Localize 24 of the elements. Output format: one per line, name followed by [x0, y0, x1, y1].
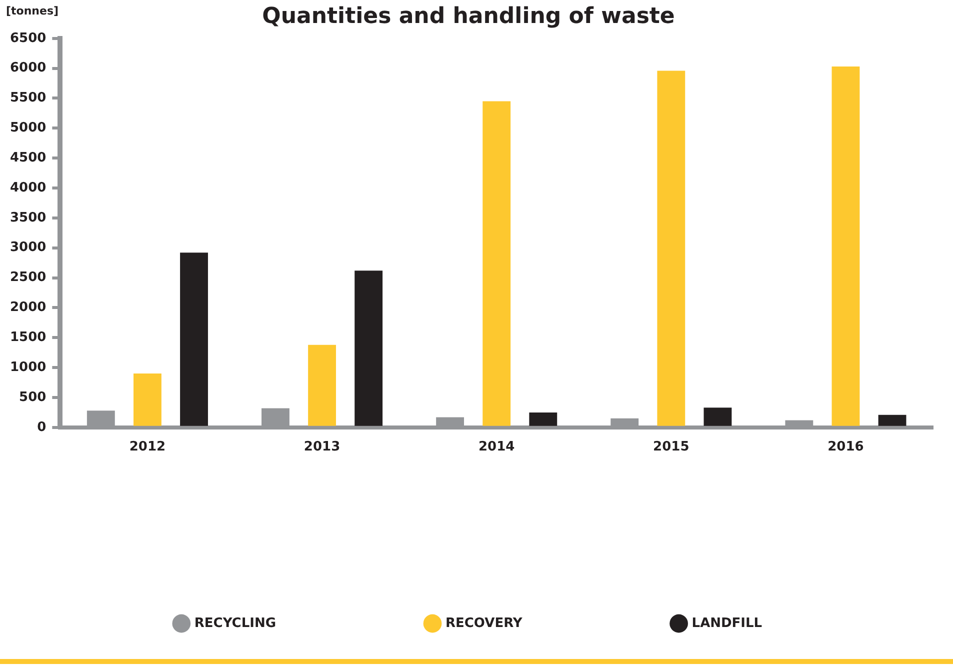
y-tick-label: 4000: [10, 180, 46, 196]
y-axis-title: [tonnes]: [6, 4, 59, 18]
y-tick-label: 3000: [10, 240, 46, 256]
x-tick-label: 2013: [304, 440, 340, 455]
y-tick-label: 6500: [10, 30, 46, 46]
y-tick-label: 0: [37, 420, 46, 435]
y-tick-label: 4500: [10, 150, 46, 166]
legend-label: RECYCLING: [194, 616, 276, 631]
y-tick-label: 6000: [10, 60, 46, 76]
x-tick-label: 2015: [653, 440, 690, 455]
legend-label: RECOVERY: [446, 616, 523, 631]
y-tick-label: 5000: [10, 120, 46, 136]
legend-label: LANDFILL: [692, 616, 762, 631]
y-tick-label: 5500: [10, 90, 46, 106]
x-tick-label: 2012: [129, 440, 166, 455]
x-tick-label: 2014: [478, 440, 515, 455]
y-tick-label: 1000: [10, 360, 46, 375]
x-tick-label: 2016: [828, 440, 864, 455]
y-tick-label: 500: [19, 390, 46, 405]
y-tick-label: 3500: [10, 210, 46, 226]
chart-title: Quantities and handling of waste: [262, 4, 675, 29]
y-tick-label: 2000: [10, 300, 46, 316]
y-tick-label: 2500: [10, 270, 46, 286]
y-tick-label: 1500: [10, 330, 46, 346]
